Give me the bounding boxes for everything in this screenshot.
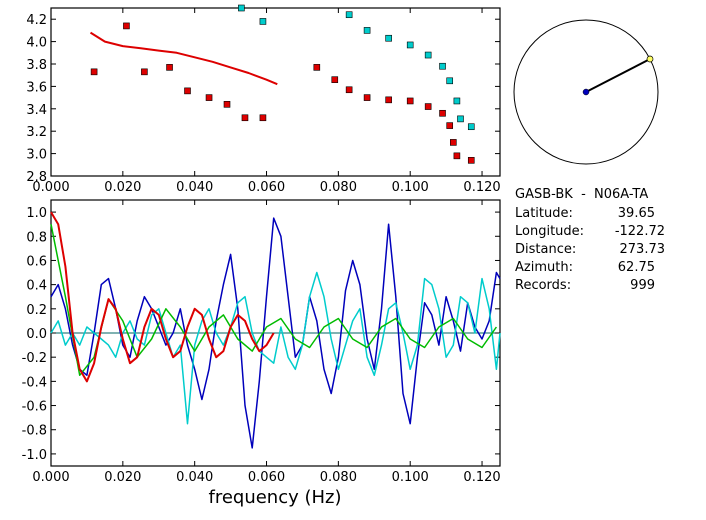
data-point xyxy=(166,64,173,71)
dispersion-panel: 0.000 0.020 0.040 0.060 0.080 0.100 0.120 2.8 3… xyxy=(26,4,501,195)
x-tick-label: 0.040 xyxy=(176,180,213,195)
data-point xyxy=(450,139,457,146)
y-tick-label: 0.8 xyxy=(26,230,47,245)
series-red-curve xyxy=(89,31,278,86)
data-point xyxy=(345,11,353,19)
data-point xyxy=(345,86,353,94)
azimuth-label: Azimuth: xyxy=(515,260,573,275)
data-point xyxy=(446,77,454,85)
x-tick-label: 0.100 xyxy=(392,470,429,485)
data-point xyxy=(259,114,267,122)
data-point xyxy=(184,87,191,95)
line-red xyxy=(50,211,275,383)
dispersion-frame xyxy=(50,7,501,177)
x-tick-label: 0.040 xyxy=(176,470,213,485)
x-tick-label: 0.020 xyxy=(104,470,141,485)
x-tick-label: 0.000 xyxy=(32,470,69,485)
y-tick-label: 0.2 xyxy=(26,303,47,318)
line-cyan xyxy=(50,271,501,425)
x-tick-label: 0.060 xyxy=(248,180,285,195)
x-tick-label: 0.060 xyxy=(248,470,285,485)
data-point xyxy=(363,94,371,101)
x-tick-label: 0.000 xyxy=(32,180,69,195)
y-tick-label: 4.0 xyxy=(26,36,47,51)
line-green xyxy=(50,224,498,377)
data-point xyxy=(223,101,231,108)
station-pair: GASB-BK - N06A-TA xyxy=(515,187,648,202)
y-tick-label: 3.4 xyxy=(26,103,47,118)
data-point xyxy=(453,97,461,105)
records-label: Records: xyxy=(515,278,571,293)
y-tick-label: -0.8 xyxy=(22,424,47,439)
data-point xyxy=(331,76,339,83)
longitude-value: -122.72 xyxy=(615,224,665,239)
data-point xyxy=(238,4,245,12)
y-tick-label: 0.4 xyxy=(26,279,47,294)
data-point xyxy=(241,114,249,122)
data-point xyxy=(457,115,464,123)
compass-circle xyxy=(513,19,659,165)
y-tick-label: -0.6 xyxy=(22,400,47,415)
y-tick-label: 1.0 xyxy=(26,206,47,221)
azimuth-end-dot xyxy=(646,55,654,63)
y-tick-label: 3.0 xyxy=(26,148,47,163)
data-point xyxy=(123,22,130,30)
data-point xyxy=(90,68,98,76)
y-tick-label: 0.0 xyxy=(26,327,47,342)
x-axis-label: frequency (Hz) xyxy=(208,487,341,508)
data-point xyxy=(446,122,454,129)
azimuth-compass xyxy=(513,19,659,165)
line-red-curve xyxy=(89,31,278,86)
data-point xyxy=(424,51,432,59)
y-tick-label: -1.0 xyxy=(22,448,47,463)
data-point xyxy=(467,123,475,131)
longitude-label: Longitude: xyxy=(515,224,584,239)
data-point xyxy=(141,68,148,76)
data-point xyxy=(424,103,432,110)
data-point xyxy=(259,18,267,25)
y-tick-label: 0.6 xyxy=(26,254,47,269)
y-tick-label: 2.8 xyxy=(26,170,47,185)
data-point xyxy=(313,64,321,71)
series-red-points xyxy=(90,22,475,164)
x-tick-label: 0.120 xyxy=(463,180,500,195)
data-point xyxy=(406,41,414,49)
y-tick-label: 4.2 xyxy=(26,13,47,28)
distance-value: 273.73 xyxy=(620,242,666,257)
y-tick-label: 3.8 xyxy=(26,58,47,73)
correlation-panel: 0.000 0.020 0.040 0.060 0.080 0.100 0.120 1.0 0… xyxy=(22,199,501,508)
series-cyan-points xyxy=(238,4,475,131)
y-tick-label: -0.4 xyxy=(22,375,47,390)
azimuth-needle xyxy=(585,58,651,93)
distance-label: Distance: xyxy=(515,242,576,257)
series-green xyxy=(50,224,498,377)
data-point xyxy=(363,27,371,34)
data-point xyxy=(406,97,414,105)
series-red xyxy=(50,211,275,383)
data-point xyxy=(439,62,446,70)
y-tick-label: -0.2 xyxy=(22,351,47,366)
data-point xyxy=(439,109,446,117)
data-point xyxy=(205,94,213,101)
x-tick-label: 0.080 xyxy=(320,470,357,485)
x-tick-label: 0.120 xyxy=(463,470,500,485)
station-dot xyxy=(582,88,590,96)
data-point xyxy=(453,152,461,160)
records-value: 999 xyxy=(630,278,655,293)
x-tick-label: 0.100 xyxy=(392,180,429,195)
azimuth-value: 62.75 xyxy=(618,260,655,275)
data-point xyxy=(385,96,392,104)
x-tick-label: 0.020 xyxy=(104,180,141,195)
latitude-value: 39.65 xyxy=(618,206,655,221)
station-info: GASB-BK - N06A-TA Latitude: 39.65 Longit… xyxy=(515,187,665,293)
data-point xyxy=(467,157,475,164)
y-tick-label: 3.2 xyxy=(26,125,47,140)
data-point xyxy=(385,34,392,42)
y-tick-label: 3.6 xyxy=(26,80,47,95)
latitude-label: Latitude: xyxy=(515,206,573,221)
series-cyan xyxy=(50,271,501,425)
x-tick-label: 0.080 xyxy=(320,180,357,195)
